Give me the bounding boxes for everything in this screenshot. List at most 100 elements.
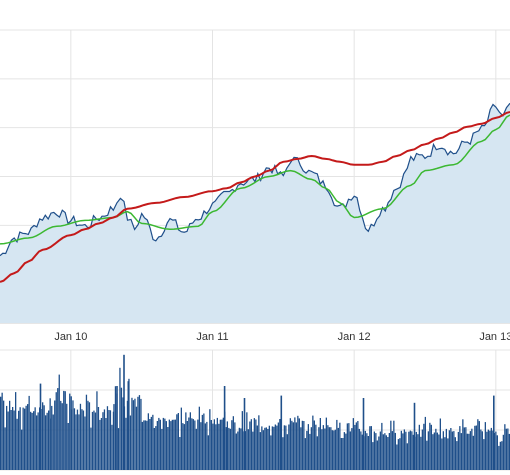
volume-bar (331, 430, 333, 470)
volume-bar (427, 431, 429, 470)
volume-bar (235, 433, 237, 470)
volume-bar (186, 421, 188, 470)
volume-bar (336, 419, 338, 470)
volume-bar (504, 424, 506, 470)
volume-bar (472, 435, 474, 470)
volume-bar (221, 419, 223, 470)
volume-bar (495, 431, 497, 470)
volume-bar (265, 427, 267, 470)
volume-bar (306, 430, 308, 470)
volume-bar (249, 421, 251, 470)
volume-bar-spike (280, 395, 283, 470)
volume-bar (294, 417, 296, 470)
volume-bar (432, 434, 434, 470)
volume-bar (463, 427, 465, 470)
volume-bar (387, 437, 389, 470)
x-tick-label-jan-12: Jan 12 (338, 331, 371, 343)
volume-bar (97, 407, 100, 470)
volume-bar (343, 432, 345, 470)
volume-bar (460, 433, 462, 470)
volume-bar (348, 423, 350, 470)
volume-bar (238, 427, 240, 470)
volume-bar (76, 409, 79, 470)
volume-bar-spike (362, 398, 365, 470)
volume-bar (70, 409, 73, 470)
volume-bar (183, 424, 185, 470)
volume-bar (271, 426, 273, 470)
volume-bar (300, 427, 302, 470)
volume-bar (12, 407, 14, 470)
volume-bar (125, 417, 127, 470)
volume-bar (13, 410, 15, 470)
volume-bar (450, 428, 452, 470)
volume-bar (55, 392, 57, 470)
volume-bar (393, 420, 395, 470)
volume-bar (454, 437, 456, 470)
volume-bar (51, 405, 53, 470)
volume-bar (48, 410, 50, 470)
volume-bar (490, 427, 492, 470)
volume-bar (330, 427, 332, 470)
volume-bar (480, 429, 482, 470)
volume-bar (94, 412, 97, 470)
volume-bar (289, 418, 291, 470)
volume-bar (24, 408, 26, 470)
volume-bar (486, 431, 488, 470)
volume-bar (376, 440, 378, 470)
volume-bar (10, 410, 12, 470)
volume-bar (286, 434, 288, 470)
volume-bar (93, 410, 95, 470)
volume-bar (435, 428, 437, 470)
volume-bar (333, 430, 335, 470)
volume-bar (126, 400, 129, 470)
volume-bar (252, 431, 254, 470)
volume-bar (334, 429, 336, 470)
volume-bar (250, 419, 252, 470)
price-panel (0, 29, 510, 324)
volume-bar (67, 423, 69, 470)
volume-bar (141, 421, 143, 470)
volume-bar (501, 441, 503, 470)
volume-bar (164, 418, 166, 470)
volume-bar (210, 420, 212, 470)
volume-bar (216, 417, 218, 470)
volume-bar (150, 416, 152, 470)
volume-bar (204, 423, 206, 470)
volume-bar (170, 421, 172, 470)
x-tick-label-jan-11: Jan 11 (196, 331, 228, 343)
volume-bar (146, 420, 148, 470)
volume-bar (298, 418, 300, 470)
volume-bar (156, 421, 158, 470)
volume-bar (381, 422, 383, 470)
volume-bar (324, 428, 326, 470)
volume-bar (496, 435, 498, 470)
volume-bar (405, 431, 407, 470)
volume-bar (195, 428, 197, 470)
volume-bar (229, 428, 231, 470)
volume-bar (337, 427, 339, 470)
volume-bar (309, 433, 311, 470)
volume-bar-spike (116, 386, 118, 470)
moving-average-slow-line (0, 111, 510, 283)
volume-bar (137, 396, 139, 470)
volume-bar (138, 395, 141, 470)
volume-bar (212, 423, 214, 470)
volume-bar (352, 418, 354, 470)
volume-bar (63, 390, 65, 470)
volume-bar (226, 421, 228, 470)
volume-bar (45, 415, 47, 470)
volume-bar (132, 400, 135, 470)
volume-bar (325, 417, 327, 470)
volume-bar (505, 428, 507, 470)
volume-bar (30, 411, 32, 470)
volume-bar (370, 426, 372, 470)
volume-bar (84, 416, 86, 470)
volume-bar (349, 431, 351, 470)
volume-bar (459, 426, 461, 470)
volume-bar (408, 431, 410, 470)
volume-bar (102, 412, 104, 470)
volume-bar (159, 419, 161, 470)
volume-bars (0, 354, 510, 470)
volume-bar (135, 406, 138, 470)
